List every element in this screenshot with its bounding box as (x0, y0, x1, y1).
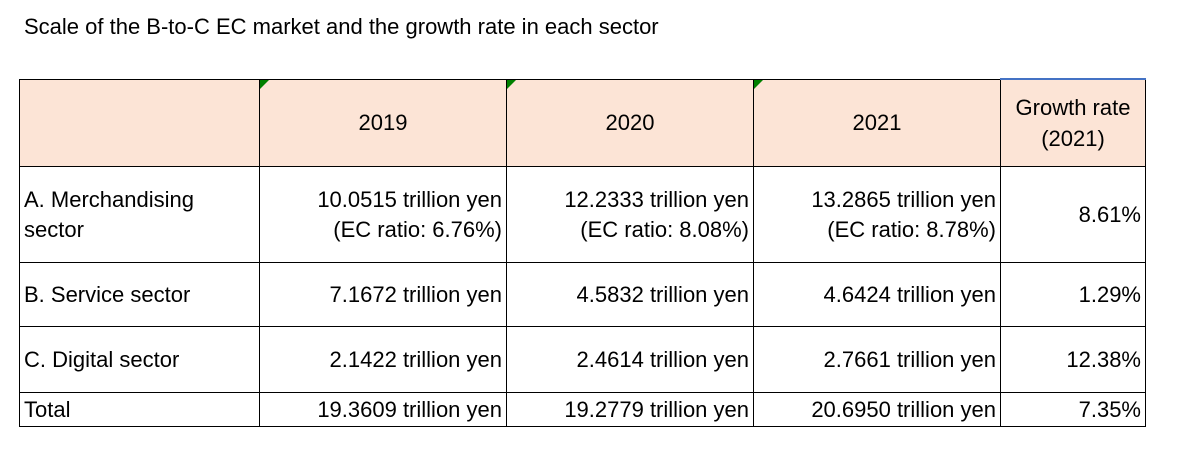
cell-marker-icon (754, 79, 763, 89)
row-label: A. Merchandising sector (19, 166, 260, 263)
header-growth-line2: (2021) (1041, 126, 1105, 151)
cell-value: 10.0515 trillion yen (317, 186, 502, 212)
cell-2021: 2.7661 trillion yen (753, 326, 1001, 393)
cell-ec-ratio: (EC ratio: 8.08%) (580, 216, 749, 242)
header-2021-label: 2021 (852, 109, 902, 135)
cell-value: 13.2865 trillion yen (811, 186, 996, 212)
header-2020-label: 2020 (605, 109, 655, 135)
row-label: C. Digital sector (19, 326, 260, 393)
row-label: Total (19, 392, 260, 427)
cell-2019: 7.1672 trillion yen (259, 262, 507, 327)
cell-marker-icon (260, 79, 269, 89)
cell-growth: 12.38% (1000, 326, 1146, 393)
cell-marker-icon (507, 79, 516, 89)
header-2019-label: 2019 (358, 109, 408, 135)
cell-2020: 12.2333 trillion yen (EC ratio: 8.08%) (506, 166, 754, 263)
header-2021: 2021 (753, 78, 1001, 167)
header-2019: 2019 (259, 78, 507, 167)
ec-market-table: 2019 2020 2021 Growth rate (2021) A. Mer… (19, 78, 1146, 427)
cell-2020: 2.4614 trillion yen (506, 326, 754, 393)
cell-2021: 20.6950 trillion yen (753, 392, 1001, 427)
cell-2020: 19.2779 trillion yen (506, 392, 754, 427)
cell-value: 12.2333 trillion yen (564, 186, 749, 212)
cell-2019: 19.3609 trillion yen (259, 392, 507, 427)
table-header-row: 2019 2020 2021 Growth rate (2021) (19, 78, 1146, 167)
cell-2020: 4.5832 trillion yen (506, 262, 754, 327)
cell-growth: 7.35% (1000, 392, 1146, 427)
cell-2021: 4.6424 trillion yen (753, 262, 1001, 327)
page-title: Scale of the B-to-C EC market and the gr… (24, 14, 659, 39)
cell-2019: 10.0515 trillion yen (EC ratio: 6.76%) (259, 166, 507, 263)
row-label: B. Service sector (19, 262, 260, 327)
header-2020: 2020 (506, 78, 754, 167)
table-row-total: Total 19.3609 trillion yen 19.2779 trill… (19, 392, 1146, 427)
table-row: C. Digital sector 2.1422 trillion yen 2.… (19, 326, 1146, 393)
header-empty-cell (19, 78, 260, 167)
cell-ec-ratio: (EC ratio: 6.76%) (333, 216, 502, 242)
cell-2021: 13.2865 trillion yen (EC ratio: 8.78%) (753, 166, 1001, 263)
header-growth-line1: Growth rate (1015, 95, 1131, 120)
table-row: B. Service sector 7.1672 trillion yen 4.… (19, 262, 1146, 327)
row-label-line1: A. Merchandising (24, 186, 194, 212)
cell-growth: 1.29% (1000, 262, 1146, 327)
header-growth-rate: Growth rate (2021) (1000, 78, 1146, 167)
cell-growth: 8.61% (1000, 166, 1146, 263)
cell-2019: 2.1422 trillion yen (259, 326, 507, 393)
table-row: A. Merchandising sector 10.0515 trillion… (19, 166, 1146, 263)
cell-ec-ratio: (EC ratio: 8.78%) (827, 216, 996, 242)
row-label-line2: sector (24, 216, 84, 242)
